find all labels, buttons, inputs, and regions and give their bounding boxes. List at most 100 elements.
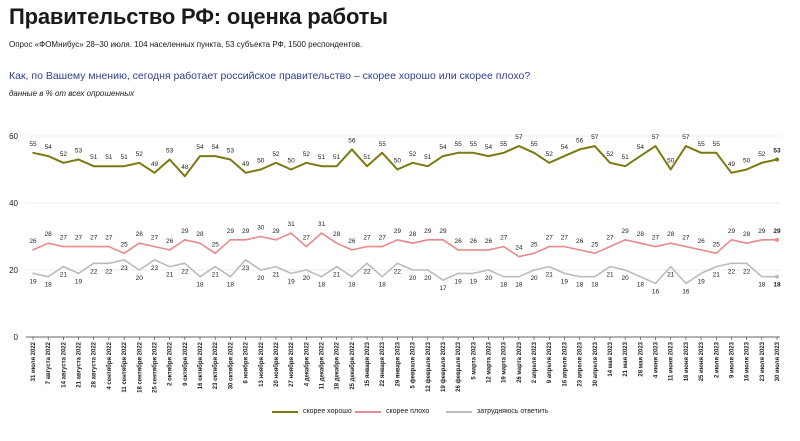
data-label: 51	[120, 154, 128, 161]
data-label: 49	[151, 161, 159, 168]
data-point	[548, 245, 551, 248]
data-point	[184, 175, 186, 177]
legend-item-unsure: затрудняюсь ответить	[446, 408, 549, 415]
x-tick-label: 28 мая 2023	[638, 341, 644, 376]
data-point	[123, 165, 125, 167]
data-label: 25	[530, 241, 538, 248]
data-label: 20	[136, 275, 144, 282]
data-label: 57	[682, 134, 690, 141]
data-point	[366, 165, 368, 167]
data-label: 50	[257, 158, 265, 165]
data-point	[685, 145, 687, 147]
data-point	[442, 239, 444, 241]
data-label: 25	[713, 241, 721, 248]
data-label: 27	[546, 235, 554, 242]
data-label: 27	[652, 235, 660, 242]
data-label: 29	[272, 228, 280, 235]
data-point	[229, 275, 232, 278]
data-point	[290, 272, 292, 275]
data-label: 26	[166, 238, 174, 245]
data-point	[669, 168, 672, 171]
data-point	[305, 245, 308, 248]
x-tick-label: 15 января 2023	[365, 341, 371, 386]
data-label: 23	[120, 265, 128, 272]
data-point	[229, 239, 232, 241]
data-label: 27	[682, 235, 690, 242]
data-point	[775, 274, 779, 279]
data-point	[472, 272, 475, 275]
data-point	[518, 145, 520, 147]
data-label: 26	[455, 238, 463, 245]
data-point	[214, 252, 217, 255]
x-tick-label: 9 октября 2022	[182, 341, 189, 386]
data-point	[426, 239, 429, 241]
data-point	[624, 239, 626, 241]
data-label: 16	[652, 288, 660, 295]
data-point	[168, 158, 171, 161]
data-label: 27	[105, 235, 113, 242]
x-tick-label: 30 июля 2023	[775, 341, 781, 381]
data-label: 21	[212, 272, 220, 279]
data-point	[715, 265, 718, 268]
data-label: 29	[622, 228, 630, 235]
data-label: 51	[424, 154, 432, 161]
data-point	[138, 269, 141, 271]
data-label: 18	[227, 282, 235, 289]
data-label: 22	[363, 268, 371, 275]
data-point	[335, 265, 338, 268]
data-label: 21	[166, 272, 174, 279]
data-point	[47, 242, 49, 244]
x-tick-label: 11 сентября 2022	[121, 341, 128, 392]
data-label: 18	[318, 282, 326, 289]
data-label: 27	[151, 235, 159, 242]
data-label: 29	[773, 228, 781, 235]
data-label: 51	[333, 154, 341, 161]
x-tick-label: 2 июля 2023	[714, 341, 720, 378]
data-point	[62, 162, 65, 164]
data-label: 24	[515, 245, 523, 252]
data-label: 18	[196, 282, 204, 289]
data-point	[715, 252, 718, 255]
x-tick-label: 4 июня 2023	[654, 341, 660, 378]
data-point	[168, 249, 171, 251]
data-label: 26	[29, 238, 37, 245]
data-point	[381, 275, 384, 278]
data-point	[275, 239, 277, 241]
data-point	[700, 272, 702, 275]
data-label: 54	[196, 144, 204, 151]
data-label: 21	[60, 272, 68, 279]
x-tick-label: 16 октября 2022	[197, 341, 204, 389]
data-point	[639, 242, 642, 244]
data-point	[366, 245, 368, 248]
data-label: 26	[576, 238, 584, 245]
survey-subtitle: Опрос «ФОМнибус» 28–30 июля. 104 населен…	[9, 40, 363, 49]
data-label: 57	[652, 134, 660, 141]
data-label: 55	[697, 141, 705, 148]
data-point	[487, 155, 490, 157]
data-label: 29	[728, 228, 736, 235]
data-point	[518, 255, 520, 258]
x-tick-label: 21 мая 2023	[623, 341, 629, 376]
data-point	[77, 245, 80, 248]
data-label: 22	[743, 268, 751, 275]
data-point	[563, 245, 566, 248]
data-point	[153, 172, 156, 174]
data-label: 53	[75, 147, 83, 154]
data-label: 20	[622, 275, 630, 282]
data-point	[259, 269, 262, 271]
x-tick-label: 14 мая 2023	[608, 341, 614, 376]
data-label: 29	[394, 228, 402, 235]
data-label: 55	[379, 141, 387, 148]
x-tick-label: 13 ноября 2022	[258, 341, 265, 387]
legend-item-bad: скорее плохо	[355, 408, 429, 415]
data-point	[609, 162, 611, 164]
data-point	[108, 245, 110, 248]
data-point	[108, 165, 110, 167]
data-point	[685, 245, 687, 248]
data-label: 19	[29, 278, 37, 285]
x-tick-label: 19 февраля 2023	[440, 341, 447, 392]
data-label: 55	[530, 141, 538, 148]
x-tick-label: 11 декабря 2022	[318, 341, 325, 389]
data-point	[411, 162, 414, 164]
x-tick-label: 4 декабря 2022	[303, 341, 310, 386]
